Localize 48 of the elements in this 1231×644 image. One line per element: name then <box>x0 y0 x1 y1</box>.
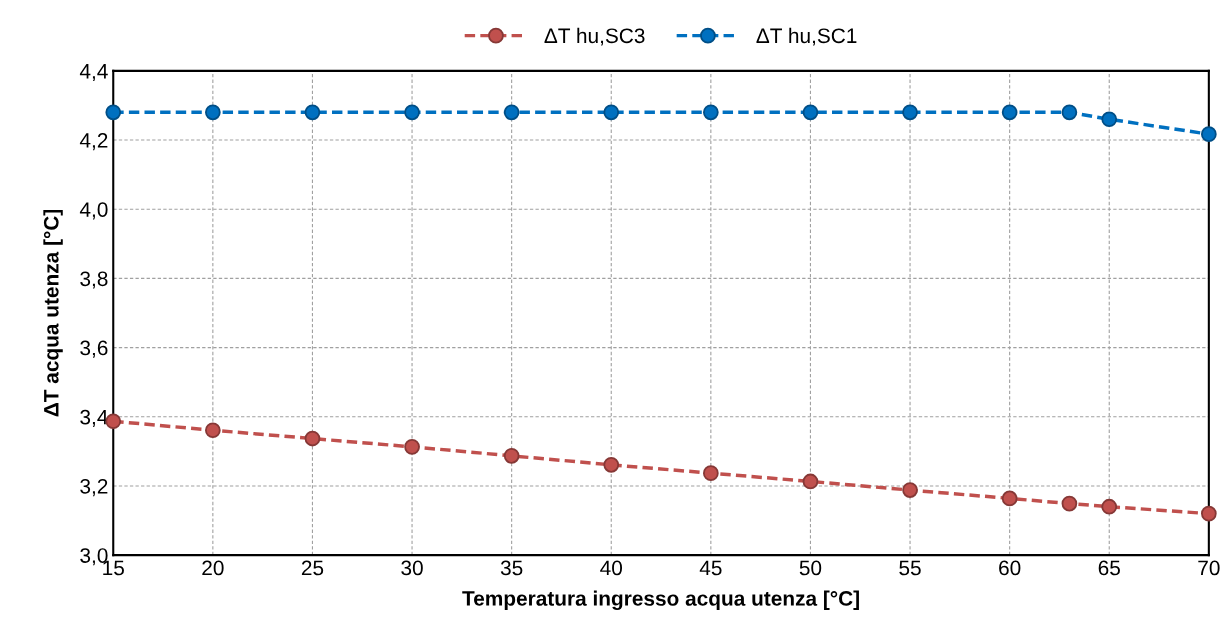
x-axis-title: Temperatura ingresso acqua utenza [°C] <box>462 590 859 611</box>
x-tick-label: 65 <box>1098 560 1120 576</box>
point <box>702 104 719 121</box>
x-tick-label: 25 <box>301 560 324 576</box>
point <box>503 104 520 121</box>
x-tick-label: 35 <box>500 560 523 576</box>
point <box>1101 111 1118 128</box>
y-tick-label: 4,4 <box>79 64 108 82</box>
point <box>205 104 221 121</box>
point <box>404 439 420 455</box>
point <box>802 473 819 490</box>
legend-label: ΔT hu,SC3 <box>544 27 645 46</box>
point <box>802 104 819 121</box>
point <box>105 413 122 430</box>
point <box>1061 104 1078 121</box>
y-tick-label: 4,2 <box>79 133 108 151</box>
point <box>404 104 420 121</box>
point <box>1061 495 1078 512</box>
x-tick-label: 50 <box>799 560 822 576</box>
point <box>1001 104 1018 121</box>
x-tick-label: 40 <box>600 560 623 576</box>
point <box>603 104 620 121</box>
legend-label: ΔT hu,SC1 <box>756 27 857 46</box>
y-tick-label: 3,6 <box>80 340 108 358</box>
point <box>902 482 918 498</box>
point <box>902 104 918 121</box>
x-tick-label: 55 <box>899 560 921 576</box>
x-tick-label: 60 <box>999 560 1021 576</box>
point <box>1101 498 1118 515</box>
y-axis-title: ΔT acqua utenza [°C] <box>43 209 63 417</box>
point <box>1001 490 1018 507</box>
x-tick-label: 45 <box>699 560 722 576</box>
point <box>304 104 321 121</box>
point <box>205 422 221 439</box>
y-tick-label: 3,4 <box>80 409 108 427</box>
y-tick-label: 4,0 <box>79 202 108 220</box>
x-tick-label: 20 <box>202 560 224 576</box>
point <box>1200 505 1217 522</box>
x-tick-label: 30 <box>401 560 423 576</box>
point <box>1200 126 1217 142</box>
point <box>503 447 520 464</box>
point <box>304 430 321 447</box>
point <box>702 465 719 481</box>
point <box>603 456 620 473</box>
x-tick-label: 70 <box>1198 560 1220 576</box>
point <box>105 104 122 121</box>
y-tick-label: 3,8 <box>80 271 108 289</box>
y-tick-label: 3,2 <box>80 478 108 497</box>
